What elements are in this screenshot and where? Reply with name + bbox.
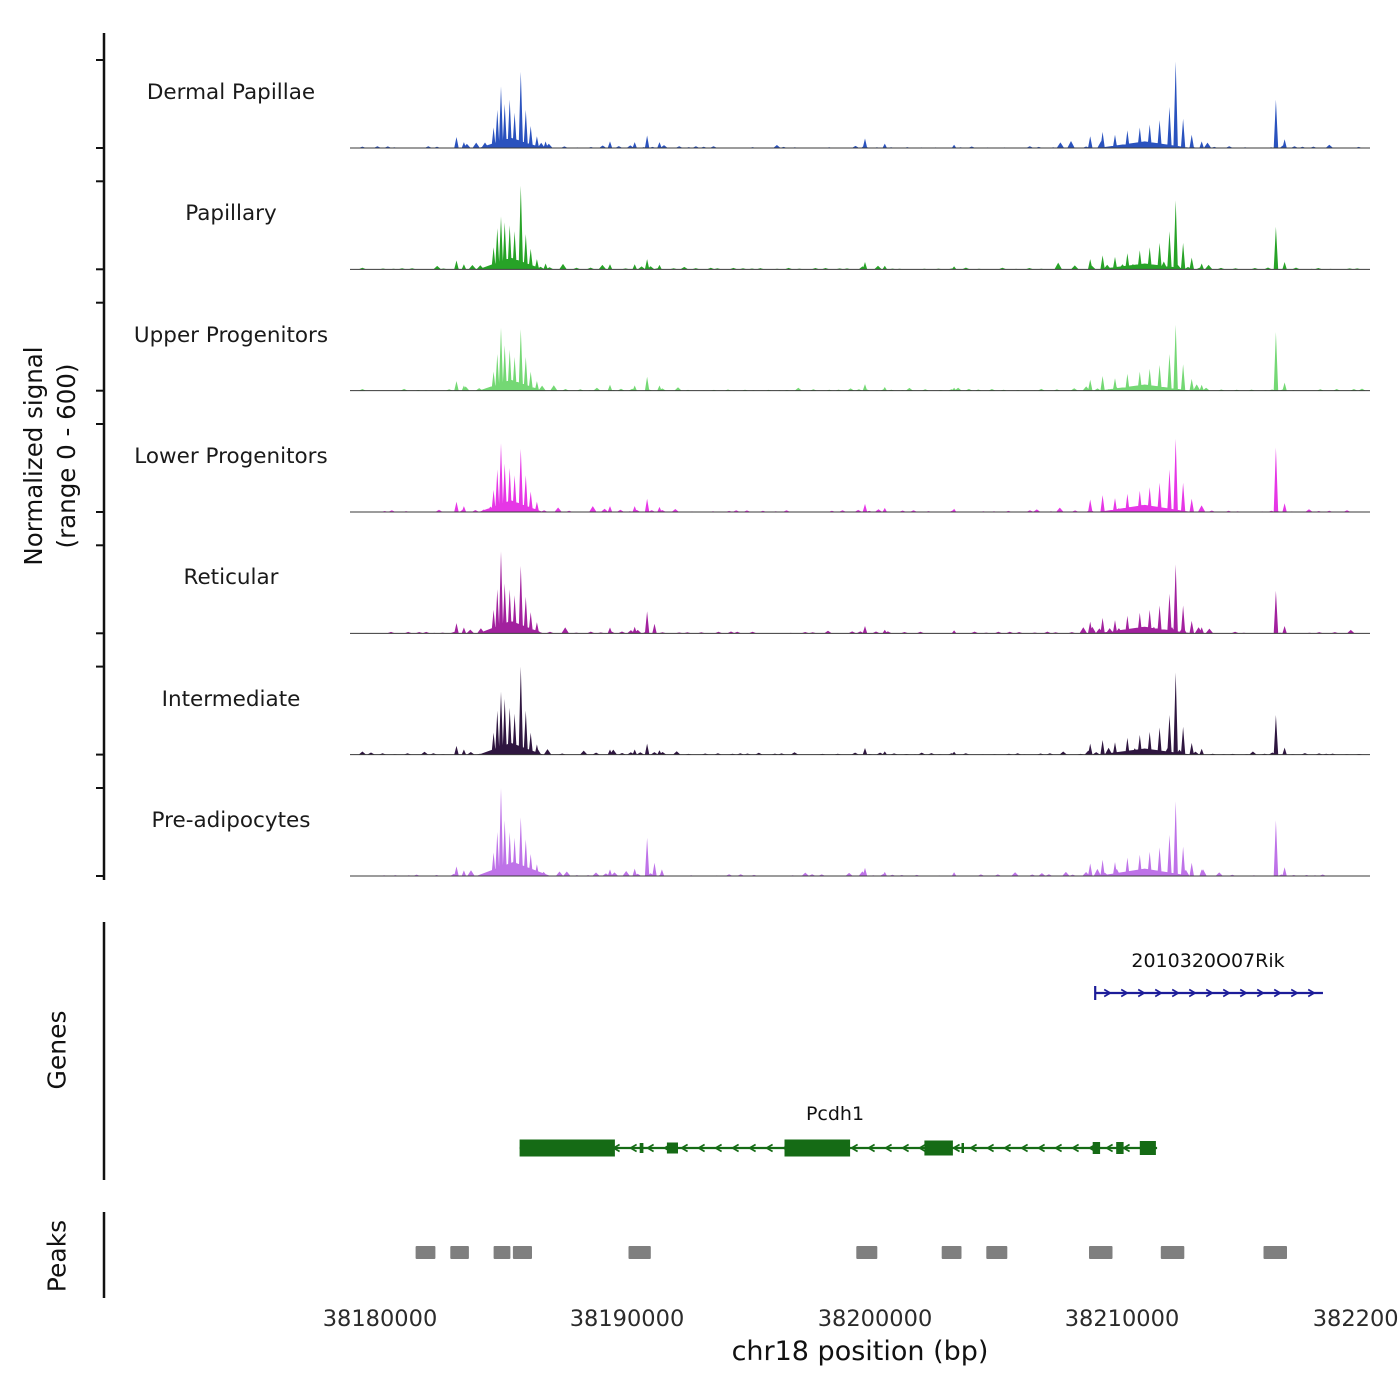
track-label-dermal-papillae: Dermal Papillae (146, 80, 316, 105)
peaks-section-label: Peaks (42, 1219, 72, 1293)
gene-label-pcdh1: Pcdh1 (805, 1103, 865, 1125)
y-axis-label: Normalized signal (range 0 - 600) (18, 346, 81, 566)
x-tick-38190000: 38190000 (569, 1306, 685, 1332)
axis-lines (96, 33, 106, 1298)
signal-track-pre-adipocytes (350, 788, 1370, 877)
track-label-pre-adipocytes: Pre-adipocytes (151, 808, 311, 833)
gene-model-pcdh1 (519, 1139, 1158, 1157)
signal-track-papillary (350, 185, 1370, 270)
peaks-track (415, 1246, 1287, 1259)
track-label-intermediate: Intermediate (161, 687, 301, 712)
track-label-lower-progenitors: Lower Progenitors (134, 444, 328, 469)
signal-track-dermal-papillae (350, 61, 1370, 149)
track-label-upper-progenitors: Upper Progenitors (133, 323, 329, 348)
signal-track-reticular (350, 551, 1370, 634)
x-tick-38180000: 38180000 (322, 1306, 438, 1332)
track-label-reticular: Reticular (183, 565, 279, 590)
signal-track-intermediate (350, 666, 1370, 756)
signal-track-lower-progenitors (350, 438, 1370, 513)
x-tick-38210000: 38210000 (1064, 1306, 1180, 1332)
x-tick-38200000: 38200000 (817, 1306, 933, 1332)
genes-section-label: Genes (42, 1010, 72, 1090)
signal-track-upper-progenitors (350, 324, 1370, 392)
gene-model-2010320o07rik (1094, 986, 1323, 1000)
track-label-papillary: Papillary (185, 201, 277, 226)
x-axis-title: chr18 position (bp) (731, 1336, 989, 1367)
gene-label-2010320o07rik: 2010320O07Rik (1131, 950, 1285, 972)
x-tick-38220000: 38220000 (1312, 1306, 1400, 1332)
